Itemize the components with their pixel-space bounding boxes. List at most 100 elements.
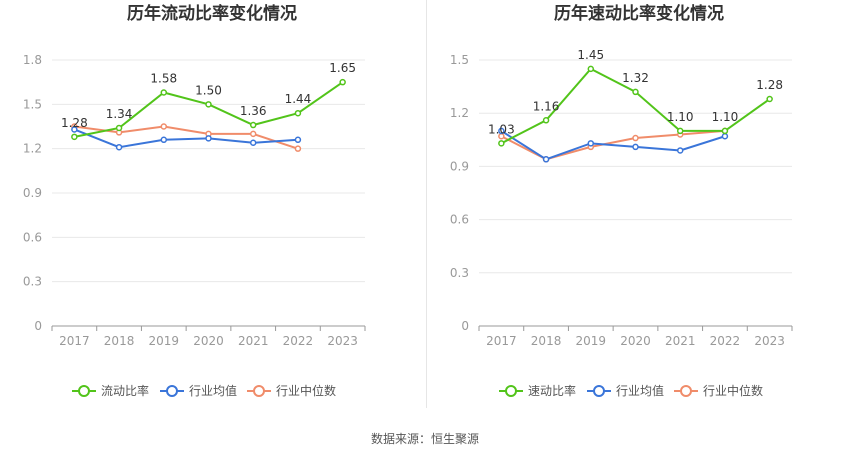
data-label: 1.34 [106, 107, 133, 121]
data-source-note: 数据来源：恒生聚源 [370, 432, 479, 446]
data-point[interactable] [71, 133, 78, 141]
data-point[interactable] [115, 124, 123, 132]
legend-item-0[interactable]: 流动比率 [72, 383, 149, 398]
legend-label: 行业均值 [616, 383, 664, 398]
data-point[interactable] [542, 117, 550, 124]
data-label: 1.44 [285, 92, 312, 106]
data-point[interactable] [587, 140, 595, 147]
legend-item-0[interactable]: 速动比率 [499, 383, 576, 398]
y-tick-label: 0.9 [450, 159, 469, 173]
data-point[interactable] [115, 143, 123, 151]
data-label: 1.03 [488, 122, 515, 136]
data-point[interactable] [721, 127, 729, 135]
data-point[interactable] [498, 127, 505, 135]
data-label: 1.16 [533, 99, 560, 113]
data-point[interactable] [249, 130, 257, 138]
legend-label: 流动比率 [101, 383, 149, 398]
data-point[interactable] [587, 65, 595, 73]
x-tick-label: 2017 [486, 334, 517, 348]
legend-label: 行业中位数 [276, 383, 336, 398]
legend-item-2[interactable]: 行业中位数 [247, 383, 336, 398]
x-tick-label: 2019 [576, 334, 607, 348]
series-1 [498, 127, 729, 163]
data-point[interactable] [160, 123, 168, 130]
data-point[interactable] [632, 88, 639, 96]
legend-marker-icon [680, 385, 692, 397]
data-label: 1.10 [712, 110, 739, 124]
legend-label: 速动比率 [528, 383, 576, 398]
quick-ratio-chart: 历年速动比率变化情况 0 0.3 0.6 0.9 1.2 1.5 2017 2018 2019 20… [427, 0, 850, 410]
data-point[interactable] [71, 126, 78, 133]
series-0 [71, 78, 346, 141]
chart-title: 历年流动比率变化情况 [127, 3, 297, 24]
data-point[interactable] [766, 95, 773, 103]
legend-marker-icon [78, 385, 90, 397]
series-2 [71, 123, 302, 152]
y-tick-label: 0.3 [23, 275, 42, 289]
data-label: 1.58 [150, 72, 177, 86]
current-ratio-chart: 历年流动比率变化情况 0 0.3 0.6 0.9 1.2 1.5 1.8 2017 2018 201… [0, 0, 425, 410]
x-tick-label: 2018 [531, 334, 562, 348]
series-0 [498, 65, 773, 147]
y-tick-label: 0.6 [450, 213, 469, 227]
x-tick-label: 2021 [238, 334, 269, 348]
y-tick-label: 1.5 [450, 53, 469, 67]
x-tick-label: 2018 [104, 334, 135, 348]
y-tick-label: 1.5 [23, 97, 42, 111]
data-point[interactable] [676, 127, 684, 135]
y-tick-label: 0.3 [450, 266, 469, 280]
x-tick-label: 2022 [283, 334, 314, 348]
legend-label: 行业中位数 [703, 383, 763, 398]
current-ratio-chart-svg: 历年流动比率变化情况 0 0.3 0.6 0.9 1.2 1.5 1.8 2017 2018 201… [23, 3, 366, 398]
data-label: 1.10 [667, 110, 694, 124]
data-point[interactable] [294, 145, 302, 152]
quick-ratio-chart-svg: 历年速动比率变化情况 0 0.3 0.6 0.9 1.2 1.5 2017 2018 2019 20… [450, 3, 793, 398]
legend-item-1[interactable]: 行业均值 [587, 383, 664, 398]
data-point[interactable] [160, 89, 168, 96]
chart-divider [426, 0, 427, 408]
data-point[interactable] [676, 147, 684, 154]
legend-label: 行业均值 [189, 383, 237, 398]
y-tick-label: 0 [34, 319, 42, 333]
series-line [74, 125, 299, 150]
data-point[interactable] [294, 109, 302, 117]
data-point[interactable] [249, 139, 257, 147]
x-tick-label: 2023 [754, 334, 785, 348]
y-tick-label: 0.6 [23, 230, 42, 244]
data-point[interactable] [632, 143, 639, 151]
legend-item-2[interactable]: 行业中位数 [674, 383, 763, 398]
chart-title: 历年速动比率变化情况 [554, 3, 724, 24]
data-point[interactable] [294, 136, 302, 144]
data-point[interactable] [205, 101, 212, 108]
series-line [73, 128, 298, 149]
x-tick-label: 2023 [327, 334, 358, 348]
data-point[interactable] [498, 140, 505, 147]
x-tick-label: 2017 [59, 334, 90, 348]
data-point[interactable] [721, 133, 729, 140]
legend-item-1[interactable]: 行业均值 [160, 383, 237, 398]
series-line [500, 130, 726, 161]
x-tick-label: 2020 [620, 334, 651, 348]
x-tick-label: 2020 [193, 334, 224, 348]
legend-marker-icon [166, 385, 178, 397]
data-label: 1.50 [195, 83, 222, 97]
x-tick-label: 2021 [665, 334, 696, 348]
data-label: 1.28 [756, 78, 783, 92]
data-point[interactable] [339, 78, 346, 86]
y-tick-label: 1.8 [23, 53, 42, 67]
legend-marker-icon [593, 385, 605, 397]
data-label: 1.36 [240, 104, 267, 118]
legend-marker-icon [253, 385, 265, 397]
data-point[interactable] [249, 121, 257, 129]
series-1 [71, 126, 302, 151]
data-point[interactable] [205, 135, 212, 142]
x-tick-label: 2019 [149, 334, 180, 348]
data-point[interactable] [542, 156, 550, 163]
legend-marker-icon [505, 385, 517, 397]
y-tick-label: 1.2 [23, 142, 42, 156]
data-label: 1.45 [577, 48, 604, 62]
data-label: 1.32 [622, 71, 649, 85]
data-label: 1.28 [61, 116, 88, 130]
data-point[interactable] [632, 134, 639, 142]
data-point[interactable] [160, 136, 168, 144]
